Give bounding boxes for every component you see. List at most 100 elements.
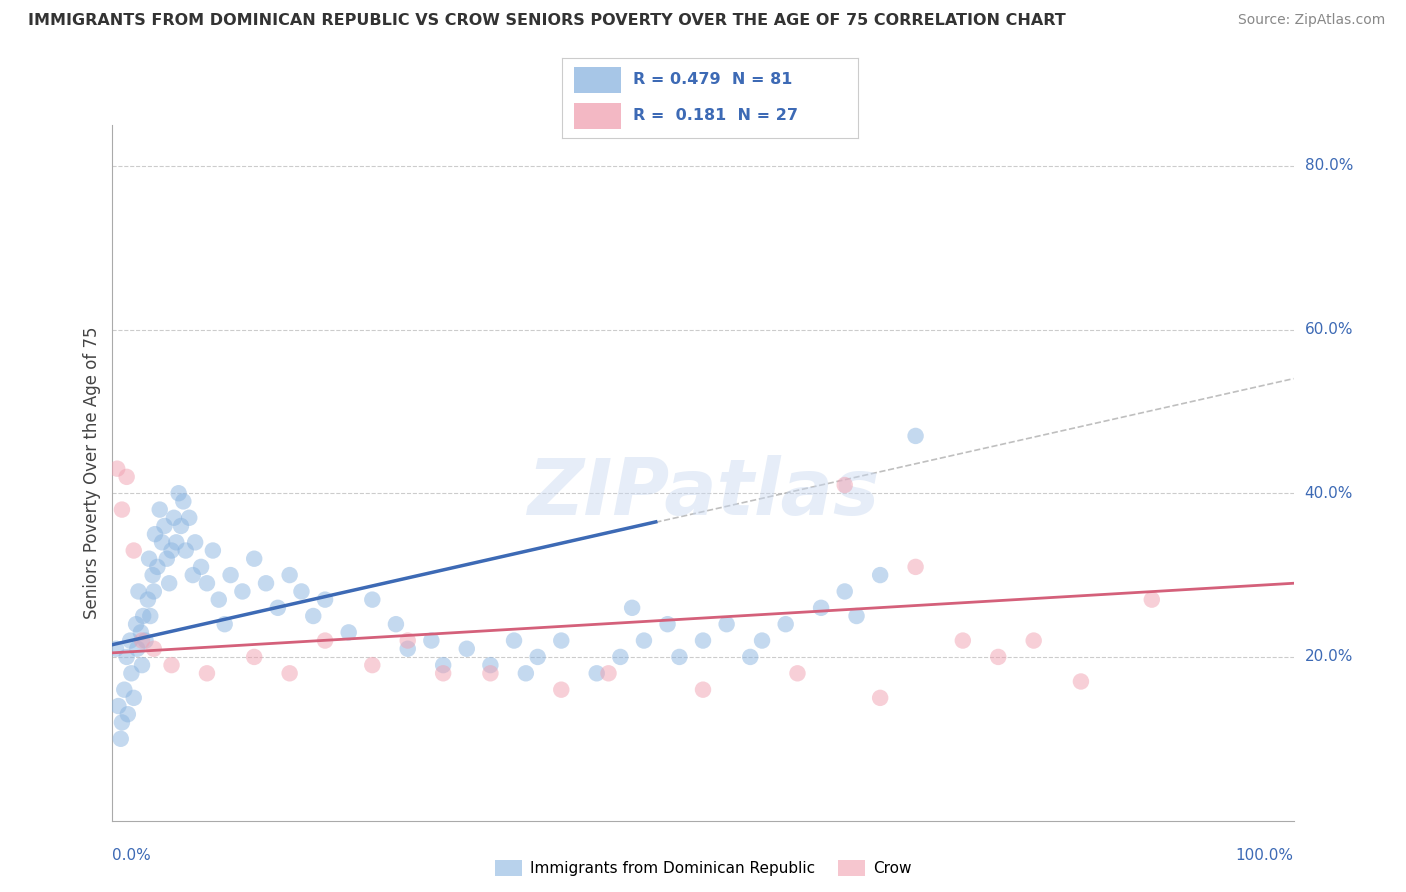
Point	[869, 568, 891, 582]
Point	[129, 625, 152, 640]
Point	[740, 649, 762, 664]
Bar	[574, 103, 621, 128]
Point	[219, 568, 242, 582]
Point	[160, 543, 183, 558]
Point	[120, 666, 142, 681]
Point	[751, 633, 773, 648]
Point	[131, 658, 153, 673]
Point	[157, 576, 180, 591]
Point	[122, 543, 145, 558]
Point	[132, 609, 155, 624]
Point	[834, 584, 856, 599]
Point	[115, 649, 138, 664]
Point	[195, 666, 218, 681]
Point	[904, 560, 927, 574]
Point	[231, 584, 253, 599]
Point	[107, 699, 129, 714]
Point	[201, 543, 224, 558]
Point	[105, 641, 128, 656]
Point	[243, 551, 266, 566]
Point	[135, 633, 157, 648]
Bar	[574, 67, 621, 93]
Point	[149, 502, 172, 516]
Point	[127, 641, 149, 656]
Point	[550, 682, 572, 697]
Point	[142, 584, 165, 599]
Point	[184, 535, 207, 549]
Point	[526, 649, 548, 664]
Text: R = 0.479  N = 81: R = 0.479 N = 81	[633, 72, 793, 87]
Point	[143, 527, 166, 541]
Point	[456, 641, 478, 656]
Point	[692, 633, 714, 648]
Point	[1022, 633, 1045, 648]
Point	[609, 649, 631, 664]
Legend: Immigrants from Dominican Republic, Crow: Immigrants from Dominican Republic, Crow	[488, 855, 918, 882]
Point	[337, 625, 360, 640]
Point	[179, 510, 201, 524]
Point	[598, 666, 620, 681]
Point	[396, 633, 419, 648]
Text: Source: ZipAtlas.com: Source: ZipAtlas.com	[1237, 13, 1385, 28]
Point	[112, 682, 135, 697]
Point	[361, 592, 384, 607]
Point	[396, 641, 419, 656]
Point	[775, 617, 797, 632]
Point	[904, 429, 927, 443]
Point	[139, 609, 162, 624]
Point	[115, 470, 138, 484]
Point	[952, 633, 974, 648]
Point	[1070, 674, 1092, 689]
Point	[214, 617, 236, 632]
Point	[120, 633, 142, 648]
Y-axis label: Seniors Poverty Over the Age of 75: Seniors Poverty Over the Age of 75	[83, 326, 101, 619]
Point	[278, 568, 301, 582]
Point	[146, 560, 169, 574]
Point	[110, 731, 132, 746]
Point	[172, 494, 194, 508]
Point	[361, 658, 384, 673]
Point	[267, 600, 290, 615]
Point	[621, 600, 644, 615]
Point	[167, 486, 190, 500]
Point	[131, 633, 153, 648]
Point	[432, 666, 454, 681]
Point	[716, 617, 738, 632]
Point	[657, 617, 679, 632]
Point	[585, 666, 607, 681]
Point	[136, 592, 159, 607]
Point	[174, 543, 197, 558]
Point	[834, 478, 856, 492]
Point	[479, 666, 502, 681]
Point	[142, 641, 165, 656]
Point	[138, 551, 160, 566]
Text: 60.0%: 60.0%	[1305, 322, 1353, 337]
Point	[668, 649, 690, 664]
Text: IMMIGRANTS FROM DOMINICAN REPUBLIC VS CROW SENIORS POVERTY OVER THE AGE OF 75 CO: IMMIGRANTS FROM DOMINICAN REPUBLIC VS CR…	[28, 13, 1066, 29]
Point	[786, 666, 808, 681]
Point	[195, 576, 218, 591]
Text: 80.0%: 80.0%	[1305, 158, 1353, 173]
Point	[243, 649, 266, 664]
Point	[432, 658, 454, 673]
Point	[122, 690, 145, 705]
Point	[127, 584, 149, 599]
Text: 0.0%: 0.0%	[112, 848, 152, 863]
Point	[420, 633, 443, 648]
Point	[142, 568, 165, 582]
Point	[278, 666, 301, 681]
Point	[633, 633, 655, 648]
Text: 100.0%: 100.0%	[1236, 848, 1294, 863]
Point	[810, 600, 832, 615]
Point	[550, 633, 572, 648]
Point	[170, 519, 193, 533]
Point	[385, 617, 408, 632]
Point	[190, 560, 212, 574]
Point	[111, 502, 134, 516]
Point	[105, 461, 128, 475]
Point	[302, 609, 325, 624]
Point	[314, 592, 336, 607]
Text: R =  0.181  N = 27: R = 0.181 N = 27	[633, 108, 799, 123]
Point	[692, 682, 714, 697]
Point	[111, 715, 134, 730]
